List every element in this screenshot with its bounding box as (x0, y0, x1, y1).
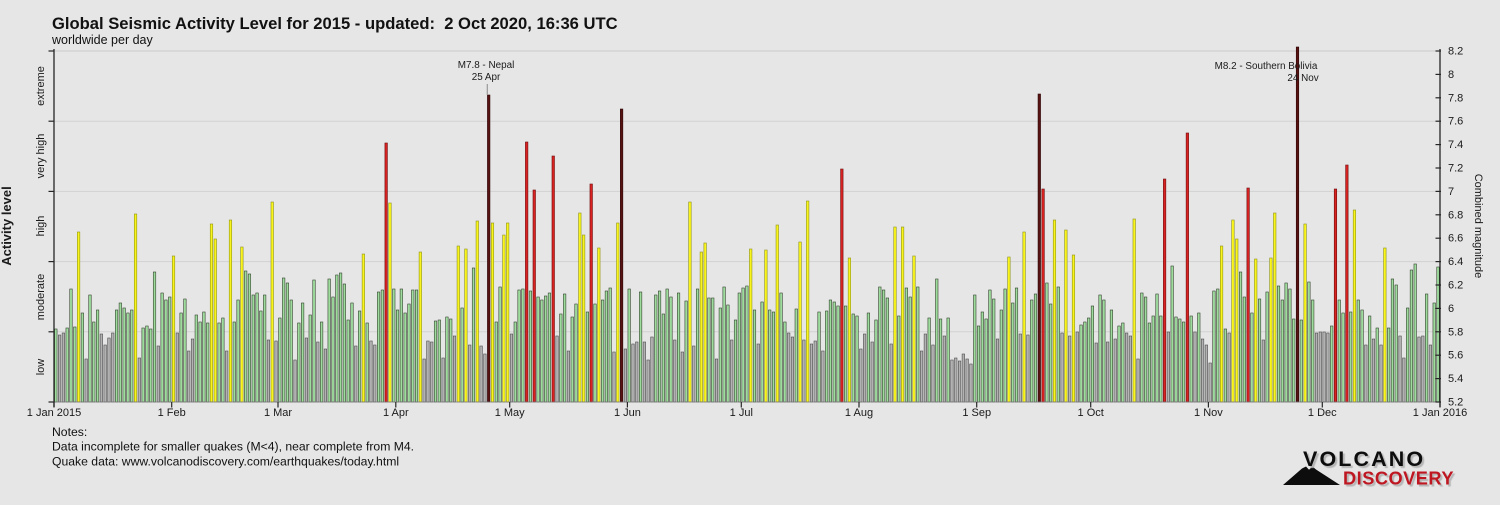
svg-text:1 Apr: 1 Apr (383, 407, 409, 419)
svg-text:Activity level: Activity level (0, 186, 14, 266)
svg-text:7.2: 7.2 (1448, 163, 1463, 175)
svg-text:M7.8 - Nepal: M7.8 - Nepal (458, 60, 515, 71)
svg-text:1 Jul: 1 Jul (730, 407, 753, 419)
svg-text:6: 6 (1448, 303, 1454, 315)
svg-text:7: 7 (1448, 186, 1454, 198)
svg-text:worldwide per day: worldwide per day (51, 33, 153, 47)
svg-text:low: low (35, 359, 47, 376)
svg-text:25 Apr: 25 Apr (472, 72, 501, 83)
svg-text:6.8: 6.8 (1448, 209, 1463, 221)
svg-text:1 Jan 2015: 1 Jan 2015 (27, 407, 81, 419)
svg-text:24 Nov: 24 Nov (1287, 73, 1318, 84)
svg-text:6.4: 6.4 (1448, 256, 1463, 268)
svg-text:Combined magnitude: Combined magnitude (1472, 174, 1484, 279)
svg-text:6.6: 6.6 (1448, 233, 1463, 245)
svg-text:8: 8 (1448, 69, 1454, 81)
svg-text:5.8: 5.8 (1448, 326, 1463, 338)
svg-text:7.8: 7.8 (1448, 92, 1463, 104)
svg-text:8.2: 8.2 (1448, 46, 1463, 58)
svg-text:Notes:: Notes: (52, 425, 87, 439)
svg-text:VOLCANO: VOLCANO (1303, 447, 1425, 471)
svg-text:Data incomplete for smaller qu: Data incomplete for smaller quakes (M<4)… (52, 440, 414, 454)
svg-text:1 Oct: 1 Oct (1078, 407, 1104, 419)
svg-text:5.4: 5.4 (1448, 373, 1463, 385)
svg-text:1 Jun: 1 Jun (614, 407, 641, 419)
svg-text:1 Mar: 1 Mar (264, 407, 292, 419)
svg-text:7.4: 7.4 (1448, 139, 1463, 151)
svg-text:6.2: 6.2 (1448, 280, 1463, 292)
svg-text:7.6: 7.6 (1448, 116, 1463, 128)
svg-text:1 Aug: 1 Aug (845, 407, 873, 419)
svg-text:high: high (35, 216, 47, 237)
svg-text:very high: very high (35, 134, 47, 179)
svg-text:Quake data: www.volcanodiscove: Quake data: www.volcanodiscovery.com/ear… (52, 455, 399, 469)
svg-text:1 Feb: 1 Feb (158, 407, 186, 419)
svg-text:1 Nov: 1 Nov (1194, 407, 1223, 419)
svg-text:1 Sep: 1 Sep (962, 407, 991, 419)
svg-text:extreme: extreme (35, 66, 47, 106)
svg-text:5.6: 5.6 (1448, 350, 1463, 362)
svg-text:DISCOVERY: DISCOVERY (1343, 469, 1454, 489)
svg-text:Global Seismic Activity Level: Global Seismic Activity Level for 2015 -… (52, 14, 618, 33)
svg-text:moderate: moderate (35, 274, 47, 320)
svg-text:1 Jan 2016: 1 Jan 2016 (1413, 407, 1467, 419)
svg-text:M8.2 - Southern Bolivia: M8.2 - Southern Bolivia (1215, 61, 1318, 72)
svg-text:5.2: 5.2 (1448, 397, 1463, 409)
svg-text:1 Dec: 1 Dec (1308, 407, 1337, 419)
svg-text:1 May: 1 May (495, 407, 525, 419)
